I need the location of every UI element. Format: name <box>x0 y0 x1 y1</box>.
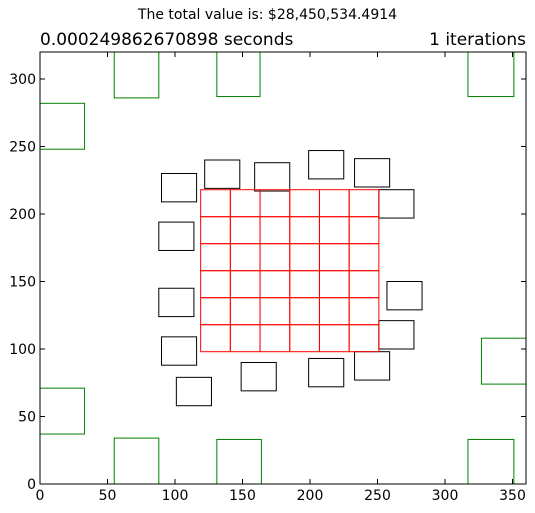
red-grid-cell <box>200 270 231 299</box>
red-grid-cell <box>318 216 350 245</box>
black-rect <box>378 189 415 219</box>
red-grid-cell <box>259 189 291 218</box>
red-grid-cell <box>229 216 261 245</box>
red-grid-cell <box>318 189 350 218</box>
red-grid-cell <box>200 216 231 245</box>
black-rect <box>354 351 391 381</box>
x-tick-label: 200 <box>297 488 324 504</box>
red-grid-cell <box>348 297 380 326</box>
green-rect <box>467 51 515 98</box>
red-grid-cell <box>348 216 380 245</box>
black-rect <box>161 173 198 203</box>
red-grid-cell <box>229 189 261 218</box>
red-grid-cell <box>348 189 380 218</box>
green-rect <box>467 438 515 485</box>
red-grid-cell <box>200 297 231 326</box>
red-grid-cell <box>289 216 320 245</box>
y-tick-label: 150 <box>9 275 36 291</box>
black-rect <box>308 357 345 388</box>
red-grid-cell <box>318 324 350 353</box>
red-grid-cell <box>289 297 320 326</box>
elapsed-time-title: 0.000249862670898 seconds <box>40 30 294 50</box>
red-grid-cell <box>289 270 320 299</box>
black-rect <box>161 336 198 366</box>
red-grid-cell <box>229 270 261 299</box>
red-grid-cell <box>348 243 380 272</box>
marks-layer <box>39 51 527 485</box>
y-tick-label: 200 <box>9 207 36 223</box>
x-tick-label: 150 <box>229 488 256 504</box>
red-grid-cell <box>259 297 291 326</box>
black-rect <box>158 287 195 318</box>
x-tick-label: 350 <box>499 488 526 504</box>
axes-frame <box>39 51 527 485</box>
red-grid-cell <box>200 324 231 353</box>
red-grid-cell <box>318 270 350 299</box>
ticks-layer: 0 50 100 150 200 250 300 350 0 50 100 150 200 250 300 <box>9 52 526 504</box>
x-tick-label: 300 <box>432 488 459 504</box>
black-rect <box>204 159 241 189</box>
y-tick-label: 100 <box>9 342 36 358</box>
y-tick-label: 250 <box>9 140 36 156</box>
suptitle: The total value is: $28,450,534.4914 <box>137 7 398 23</box>
green-rect <box>39 387 86 435</box>
red-grid-cell <box>259 216 291 245</box>
x-tick-label: 100 <box>162 488 189 504</box>
green-rect <box>480 337 527 385</box>
y-tick-label: 300 <box>9 72 36 88</box>
x-tick-label: 250 <box>364 488 391 504</box>
red-grid-cell <box>348 324 380 353</box>
green-rect <box>113 51 160 99</box>
red-grid-cell <box>259 243 291 272</box>
green-rect <box>39 102 86 150</box>
y-tick-label: 50 <box>18 410 36 426</box>
red-grid-cell <box>289 189 320 218</box>
red-grid-cell <box>318 243 350 272</box>
red-grid-cell <box>200 189 231 218</box>
red-grid-cell <box>259 270 291 299</box>
red-grid-cell <box>229 243 261 272</box>
black-rect <box>254 162 291 192</box>
red-grid-cell <box>229 324 261 353</box>
red-grid-cell <box>348 270 380 299</box>
iterations-title: 1 iterations <box>429 30 526 50</box>
red-grid-cell <box>289 243 320 272</box>
red-grid-cell <box>229 297 261 326</box>
red-grid-cell <box>318 297 350 326</box>
y-tick-label: 0 <box>27 477 36 493</box>
green-rect <box>113 437 160 485</box>
x-tick-label: 0 <box>36 488 45 504</box>
x-tick-label: 50 <box>99 488 117 504</box>
black-rect <box>158 221 195 251</box>
red-grid-cell <box>289 324 320 353</box>
black-rect <box>308 150 345 180</box>
green-rect <box>216 438 262 485</box>
red-grid-cell <box>200 243 231 272</box>
black-rect <box>175 376 212 407</box>
black-rect <box>378 320 415 350</box>
black-rect <box>386 281 423 311</box>
black-rect <box>354 158 391 188</box>
green-rect <box>216 51 261 98</box>
red-grid-cell <box>259 324 291 353</box>
black-rect <box>240 362 277 392</box>
